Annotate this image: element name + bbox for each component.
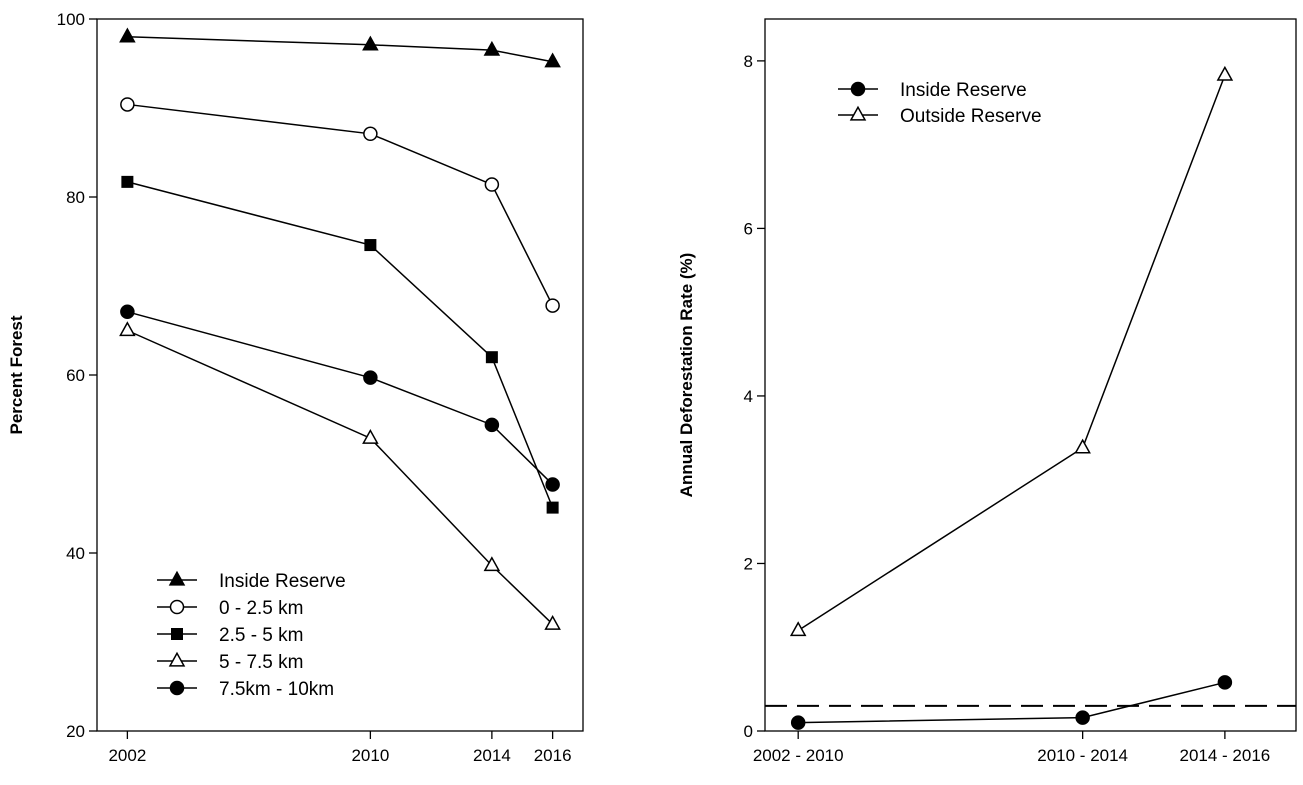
data-point <box>120 97 135 112</box>
data-point <box>545 477 560 492</box>
legend-marker <box>171 628 183 640</box>
legend-label: Inside Reserve <box>900 80 1027 101</box>
data-point <box>362 35 379 51</box>
legend-label: Inside Reserve <box>219 571 346 592</box>
data-point <box>484 417 500 433</box>
x-tick-label: 2002 <box>108 746 146 765</box>
series-1 <box>120 97 560 313</box>
legend-marker <box>169 680 185 696</box>
legend-label: 2.5 - 5 km <box>219 625 303 646</box>
data-point <box>483 40 501 56</box>
data-point <box>121 175 134 188</box>
x-tick-label: 2016 <box>534 746 572 765</box>
series-line <box>127 103 554 306</box>
data-point <box>485 351 498 364</box>
x-tick-label: 2014 <box>473 746 511 765</box>
y-tick-label: 60 <box>66 366 85 385</box>
data-point <box>363 370 378 385</box>
deforestation-rate-chart: 0 2 4 6 8 2002 - 2010 2010 - 2014 2014 - 2016 An… <box>677 18 1297 765</box>
x-tick-label: 2010 <box>351 746 389 765</box>
y-axis-title: Percent Forest <box>7 315 26 434</box>
data-point <box>1216 65 1234 81</box>
data-point <box>546 501 559 514</box>
y-tick-label: 2 <box>744 554 753 573</box>
legend-marker <box>168 570 186 586</box>
series-line <box>797 74 1226 632</box>
data-point <box>120 304 135 320</box>
y-tick-label: 8 <box>744 52 753 71</box>
y-tick-label: 6 <box>744 219 753 238</box>
data-point <box>544 52 561 68</box>
legend-marker <box>850 81 866 97</box>
data-point <box>790 715 806 730</box>
data-point <box>1075 710 1090 725</box>
y-tick-label: 40 <box>66 544 85 563</box>
series-3 <box>119 321 561 630</box>
y-tick-label: 0 <box>744 722 753 741</box>
plot-frame <box>764 18 1297 732</box>
legend-label: 5 - 7.5 km <box>219 652 303 673</box>
data-point <box>364 239 377 252</box>
data-point <box>1217 675 1233 690</box>
plot-frame <box>96 18 584 732</box>
legend-label: 0 - 2.5 km <box>219 598 303 619</box>
legend-marker <box>168 651 186 667</box>
series-0 <box>119 27 561 68</box>
series-4 <box>120 304 560 492</box>
percent-forest-chart: 20 40 60 80 100 2002 2010 2014 2016 Percent Fores… <box>7 10 584 765</box>
y-tick-label: 20 <box>66 722 85 741</box>
legend-marker <box>849 105 867 121</box>
series-line <box>798 681 1226 724</box>
data-point <box>119 27 136 43</box>
legend-marker <box>169 599 185 615</box>
data-point <box>545 298 560 313</box>
series-line <box>127 36 553 63</box>
data-point <box>119 321 136 337</box>
x-tick-label: 2010 - 2014 <box>1037 746 1128 765</box>
data-point <box>789 621 807 637</box>
series-0 <box>790 675 1233 730</box>
series-line <box>127 329 554 625</box>
data-point <box>484 177 500 192</box>
data-point <box>362 428 379 444</box>
legend-label: 7.5km - 10km <box>219 679 334 700</box>
y-axis-title: Annual Deforestation Rate (%) <box>677 253 696 498</box>
data-point <box>483 556 501 572</box>
y-tick-label: 100 <box>57 10 85 29</box>
data-point <box>1074 438 1091 454</box>
x-tick-label: 2014 - 2016 <box>1180 746 1271 765</box>
series-line <box>127 181 554 508</box>
x-tick-label: 2002 - 2010 <box>753 746 844 765</box>
y-tick-label: 80 <box>66 188 85 207</box>
series-2 <box>121 175 559 514</box>
series-line <box>127 311 554 486</box>
data-point <box>544 614 561 630</box>
series-1 <box>789 65 1234 637</box>
data-point <box>363 126 378 142</box>
y-tick-label: 4 <box>744 387 753 406</box>
legend-label: Outside Reserve <box>900 106 1042 127</box>
